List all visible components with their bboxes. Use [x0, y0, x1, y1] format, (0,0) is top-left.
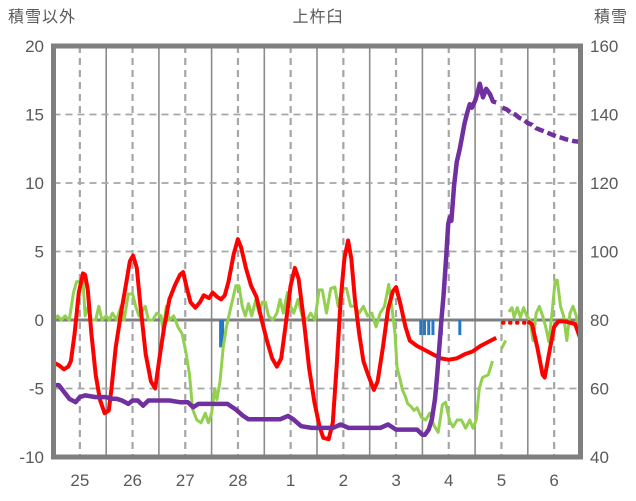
- right-axis-title: 積雪: [593, 9, 628, 26]
- x-tick-label: 5: [497, 471, 506, 490]
- blue-bars: [419, 320, 423, 336]
- plot-border: [51, 43, 583, 460]
- purple-line: [53, 81, 497, 437]
- y-right-tick-label: 80: [590, 311, 609, 330]
- y-left-tick-label: 5: [35, 243, 44, 262]
- x-tick-label: 1: [286, 471, 295, 490]
- y-left-tick-label: 10: [25, 174, 44, 193]
- blue-bars: [423, 320, 427, 336]
- x-tick-label: 2: [339, 471, 348, 490]
- blue-bars: [219, 320, 225, 348]
- y-left-tick-label: 20: [25, 37, 44, 56]
- y-right-tick-label: 120: [590, 174, 618, 193]
- green-line: [500, 339, 508, 350]
- y-right-tick-label: 40: [590, 448, 609, 467]
- x-tick-label: 6: [549, 471, 558, 490]
- x-tick-label: 3: [391, 471, 400, 490]
- purple-line: [501, 105, 581, 145]
- y-left-tick-label: 15: [25, 106, 44, 125]
- green-line: [507, 278, 582, 344]
- left-axis-title: 積雪以外: [8, 9, 77, 26]
- blue-bars: [427, 320, 431, 336]
- y-left-tick-label: -5: [29, 380, 44, 399]
- y-right-tick-label: 140: [590, 106, 618, 125]
- y-right-tick-label: 160: [590, 37, 618, 56]
- red-line: [52, 237, 498, 442]
- green-line: [52, 278, 494, 434]
- x-tick-label: 25: [70, 471, 89, 490]
- x-tick-label: 4: [444, 471, 453, 490]
- x-tick-label: 27: [176, 471, 195, 490]
- y-right-tick-label: 100: [590, 243, 618, 262]
- y-right-tick-label: 60: [590, 380, 609, 399]
- red-line: [526, 319, 583, 380]
- chart-title: 上杵臼: [292, 9, 344, 26]
- x-tick-label: 26: [123, 471, 142, 490]
- y-left-tick-label: 0: [35, 311, 44, 330]
- blue-bars: [431, 320, 435, 336]
- blue-bars: [458, 320, 462, 336]
- x-tick-label: 28: [228, 471, 247, 490]
- y-left-tick-label: -10: [19, 448, 44, 467]
